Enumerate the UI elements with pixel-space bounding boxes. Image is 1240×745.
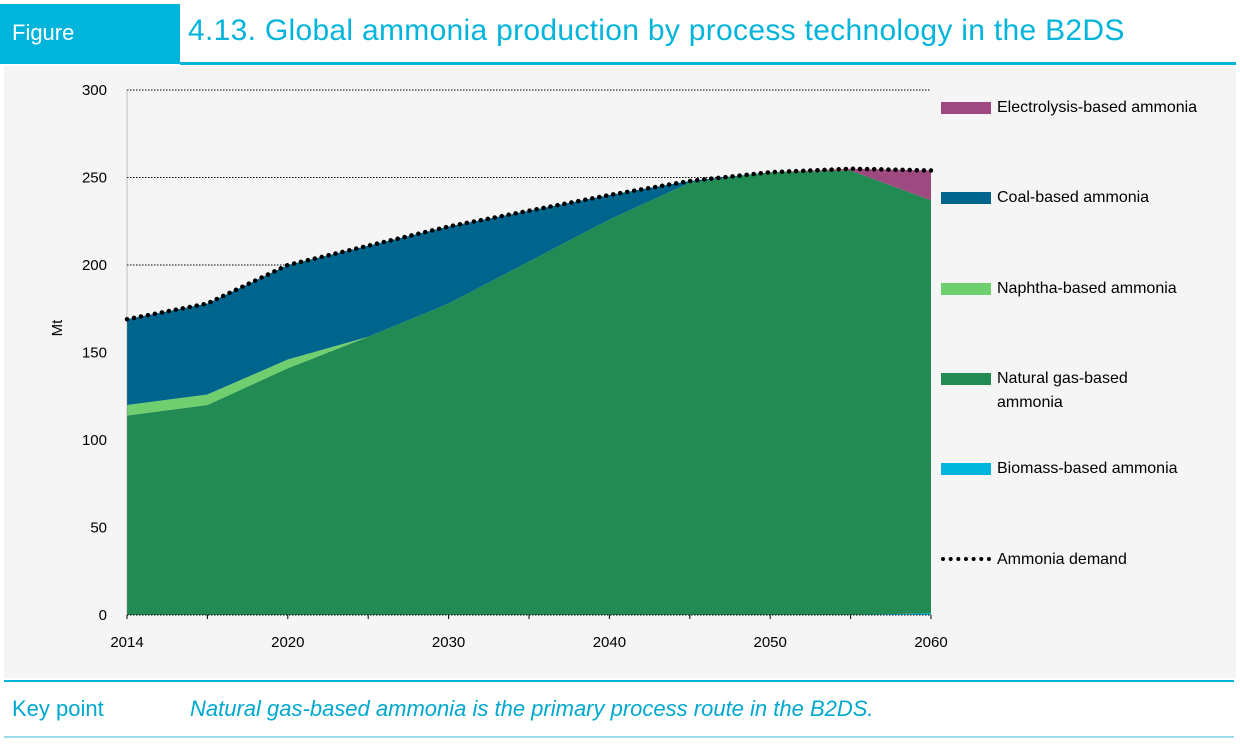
title-rule (180, 62, 1236, 65)
legend-swatch (941, 557, 991, 561)
legend-swatch (941, 373, 991, 385)
legend-swatch (941, 463, 991, 475)
x-tick-label: 2040 (593, 634, 626, 651)
y-tick-label: 300 (82, 82, 107, 99)
legend-swatch (941, 283, 991, 295)
y-tick-label: 200 (82, 257, 107, 274)
figure-label: Figure (0, 4, 180, 64)
y-tick-label: 250 (82, 170, 107, 187)
key-point-text: Natural gas-based ammonia is the primary… (190, 696, 874, 721)
y-axis-label: Mt (49, 319, 66, 336)
chart-title: 4.13. Global ammonia production by proce… (188, 14, 1125, 47)
legend-label: Naphtha-based ammonia (997, 280, 1177, 297)
x-tick-label: 2020 (271, 634, 304, 651)
x-tick-label: 2060 (914, 634, 947, 651)
area-coal-based-ammonia (127, 170, 931, 405)
legend-label: Natural gas-based ammonia (997, 370, 1128, 411)
area-natural-gas-based-ammonia (127, 170, 931, 615)
x-tick-label: 2014 (110, 634, 143, 651)
key-point: Key point Natural gas-based ammonia is t… (4, 680, 1234, 738)
legend-swatch (941, 102, 991, 114)
key-point-label: Key point (12, 696, 104, 721)
demand-line (124, 166, 934, 322)
legend-label: Electrolysis-based ammonia (997, 99, 1198, 116)
legend-swatch (941, 192, 991, 204)
legend-label: Ammonia demand (997, 551, 1127, 568)
y-tick-label: 0 (99, 607, 107, 624)
y-tick-label: 100 (82, 432, 107, 449)
y-tick-label: 50 (90, 520, 107, 537)
x-tick-label: 2030 (432, 634, 465, 651)
x-tick-label: 2050 (754, 634, 787, 651)
y-tick-label: 150 (82, 345, 107, 362)
legend-label: Coal-based ammonia (997, 189, 1150, 206)
legend-label: Biomass-based ammonia (997, 460, 1178, 477)
chart-plot: 0 50 100 150 200 250 300 2014 2020 2030 2040 2050 20… (49, 82, 948, 651)
